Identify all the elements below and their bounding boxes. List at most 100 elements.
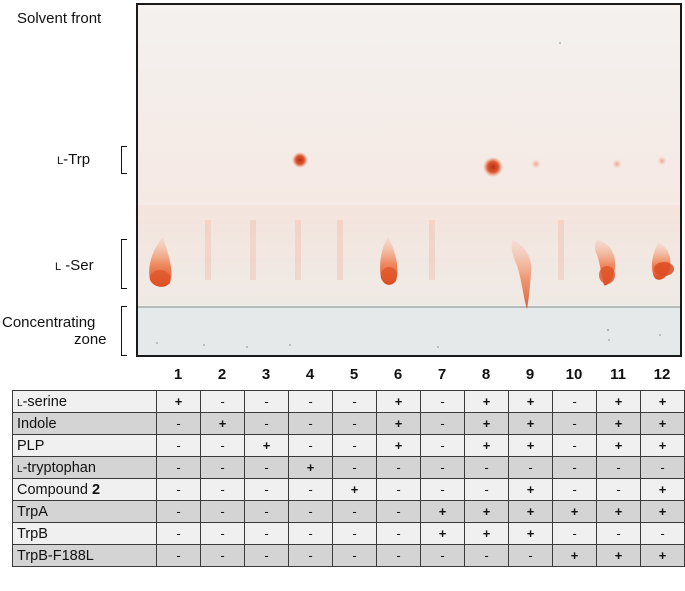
- table-row: TrpB - - - - - - + + + - - -: [12, 522, 685, 545]
- l-ser-suffix: -Ser: [61, 257, 94, 274]
- row-label: TrpB-F188L: [12, 544, 157, 567]
- table-cell: +: [596, 500, 641, 523]
- row-label-text: TrpB-F188L: [17, 547, 94, 564]
- table-cell: -: [156, 412, 201, 435]
- table-cell: -: [332, 412, 377, 435]
- conditions-table: l-serine + - - - - + - + + - + + Indole - + - - - + - + + - + + PL…: [12, 390, 685, 567]
- tlc-plate-image: [138, 5, 680, 355]
- lane-number: 6: [393, 366, 403, 383]
- table-cell: -: [156, 544, 201, 567]
- row-label: l-tryptophan: [12, 456, 157, 479]
- lane-number: 4: [305, 366, 315, 383]
- table-cell: -: [464, 544, 509, 567]
- table-row: l-serine + - - - - + - + + - + +: [12, 390, 685, 413]
- table-cell: +: [596, 544, 641, 567]
- row-label: l-serine: [12, 390, 157, 413]
- lane-number: 3: [261, 366, 271, 383]
- table-cell: -: [596, 456, 641, 479]
- table-cell: -: [200, 522, 245, 545]
- table-row: Indole - + - - - + - + + - + +: [12, 412, 685, 435]
- table-cell: -: [332, 456, 377, 479]
- l-ser-label: l -Ser: [55, 257, 94, 274]
- table-cell: +: [420, 522, 465, 545]
- row-label: PLP: [12, 434, 157, 457]
- table-row: TrpA - - - - - - + + + + + +: [12, 500, 685, 523]
- table-row: Compound 2- - - - + - - - + - - +: [12, 478, 685, 501]
- table-cell: -: [244, 478, 289, 501]
- table-cell: -: [420, 390, 465, 413]
- concentrating-zone-label: Concentrating zone: [2, 314, 107, 348]
- table-cell: -: [288, 478, 333, 501]
- table-cell: +: [332, 478, 377, 501]
- lane-number: 11: [610, 366, 626, 383]
- table-cell: +: [244, 434, 289, 457]
- table-cell: -: [552, 478, 597, 501]
- row-label: TrpA: [12, 500, 157, 523]
- table-cell: +: [640, 544, 685, 567]
- table-cell: -: [244, 500, 289, 523]
- table-cell: +: [508, 412, 553, 435]
- table-cell: -: [332, 500, 377, 523]
- lane-number: 8: [481, 366, 491, 383]
- table-cell: -: [332, 522, 377, 545]
- table-cell: +: [508, 500, 553, 523]
- table-cell: -: [288, 390, 333, 413]
- table-cell: +: [464, 412, 509, 435]
- table-cell: +: [420, 500, 465, 523]
- table-cell: +: [552, 544, 597, 567]
- table-cell: -: [420, 412, 465, 435]
- concentrating-line2: zone: [74, 331, 107, 348]
- table-cell: -: [596, 522, 641, 545]
- table-cell: -: [420, 434, 465, 457]
- l-trp-label: l-Trp: [57, 151, 90, 168]
- solvent-front-label: Solvent front: [17, 10, 102, 27]
- table-cell: +: [464, 390, 509, 413]
- table-cell: -: [552, 434, 597, 457]
- table-cell: -: [420, 456, 465, 479]
- row-label-text: Compound: [17, 481, 92, 498]
- lane-number: 2: [217, 366, 227, 383]
- table-cell: +: [596, 390, 641, 413]
- table-cell: -: [244, 522, 289, 545]
- table-cell: -: [552, 412, 597, 435]
- table-cell: +: [596, 412, 641, 435]
- table-cell: -: [288, 522, 333, 545]
- table-cell: -: [288, 412, 333, 435]
- table-cell: +: [156, 390, 201, 413]
- lane-number: 1: [173, 366, 183, 383]
- table-cell: -: [288, 544, 333, 567]
- row-label-text: -serine: [22, 393, 67, 410]
- table-cell: -: [508, 456, 553, 479]
- table-cell: -: [200, 500, 245, 523]
- table-cell: -: [156, 434, 201, 457]
- table-cell: -: [200, 434, 245, 457]
- row-label-compound-number: 2: [91, 481, 101, 498]
- row-label-text: TrpB: [17, 525, 48, 542]
- table-cell: -: [420, 544, 465, 567]
- table-cell: -: [244, 412, 289, 435]
- l-trp-suffix: -Trp: [63, 151, 91, 168]
- table-cell: +: [376, 412, 421, 435]
- lane-number: 12: [653, 366, 671, 383]
- table-cell: -: [244, 390, 289, 413]
- table-cell: -: [200, 544, 245, 567]
- table-cell: +: [640, 478, 685, 501]
- tlc-plate: [136, 3, 682, 357]
- table-cell: -: [156, 500, 201, 523]
- table-cell: +: [640, 390, 685, 413]
- concentrating-line1: Concentrating: [2, 314, 96, 331]
- table-cell: -: [156, 522, 201, 545]
- row-label: Indole: [12, 412, 157, 435]
- table-cell: +: [464, 434, 509, 457]
- table-cell: -: [332, 544, 377, 567]
- table-cell: -: [200, 456, 245, 479]
- l-trp-prefix: l: [57, 151, 64, 168]
- table-cell: -: [156, 456, 201, 479]
- table-cell: -: [244, 456, 289, 479]
- table-cell: +: [552, 500, 597, 523]
- table-cell: -: [464, 456, 509, 479]
- table-cell: +: [508, 390, 553, 413]
- row-label-text: PLP: [17, 437, 45, 454]
- table-cell: -: [376, 456, 421, 479]
